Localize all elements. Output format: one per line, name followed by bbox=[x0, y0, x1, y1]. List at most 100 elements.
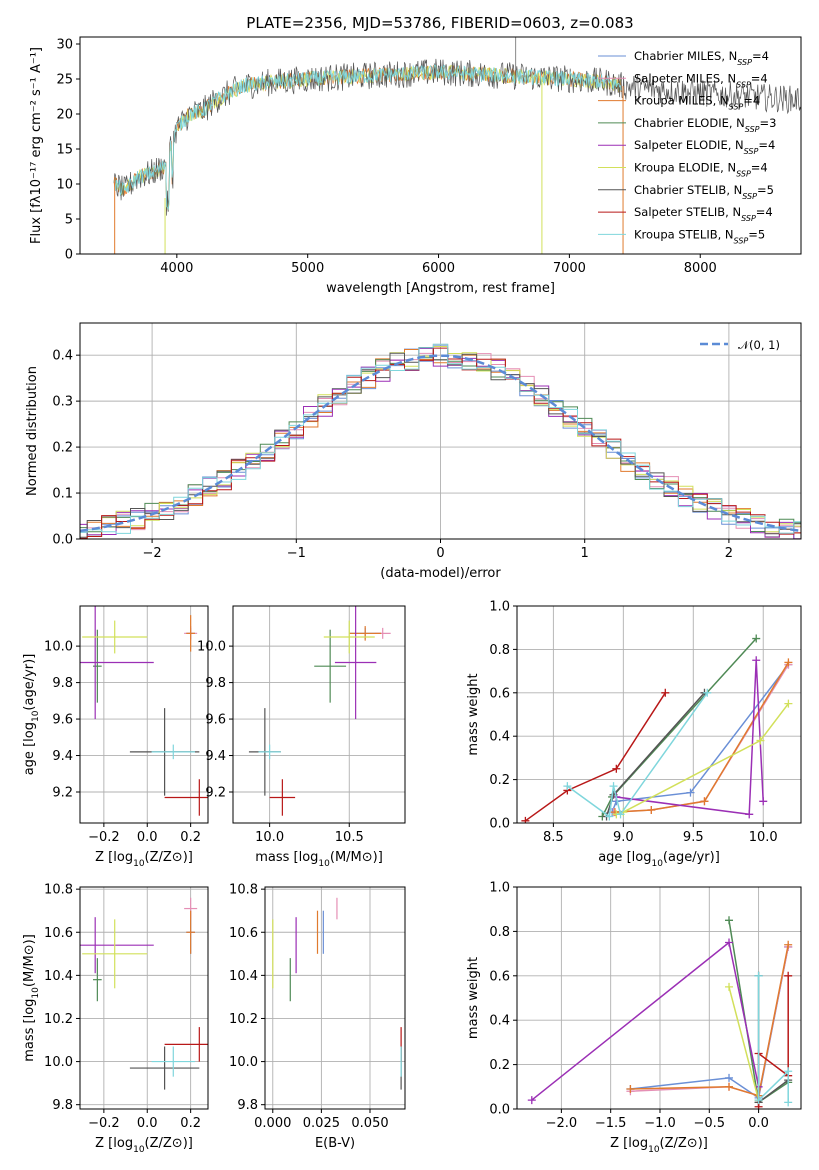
x-tick-label: 9.5 bbox=[683, 830, 704, 845]
y-tick-label: 9.4 bbox=[205, 749, 226, 764]
axes-weight-age: 8.5 9.0 9.5 10.0 0.0 0.2 0.4 0.6 0.8 1.0 age [log1… bbox=[466, 600, 802, 869]
weight-marker bbox=[752, 656, 761, 665]
weight-marker bbox=[686, 788, 695, 797]
weight-marker bbox=[759, 797, 768, 806]
legend-label: Kroupa MILES, NSSP=4 bbox=[634, 94, 760, 112]
weight-marker bbox=[725, 938, 734, 947]
legend-label: Chabrier STELIB, NSSP=5 bbox=[634, 183, 774, 201]
legend-label: Chabrier MILES, NSSP=4 bbox=[634, 49, 769, 67]
y-tick-label: 10.4 bbox=[229, 969, 258, 984]
weight-marker bbox=[784, 699, 793, 708]
y-tick-label: 10.4 bbox=[44, 969, 73, 984]
weight-line bbox=[616, 660, 764, 816]
y-tick-label: 0.1 bbox=[52, 487, 73, 502]
y-tick-label: 10.8 bbox=[44, 883, 73, 898]
y-tick-label: 0.2 bbox=[52, 441, 73, 456]
y-tick-label: 9.2 bbox=[52, 786, 73, 801]
y-tick-label: 10.8 bbox=[229, 883, 258, 898]
x-tick-label: −1.0 bbox=[644, 1116, 676, 1131]
weight-marker bbox=[725, 982, 734, 991]
weight-line bbox=[757, 975, 789, 1104]
y-axis-label: Flux [fλ10⁻¹⁷ erg cm⁻² s⁻¹ A⁻¹] bbox=[29, 47, 44, 244]
histogram-step bbox=[80, 347, 801, 539]
axes-frame bbox=[264, 886, 406, 1110]
x-axis-label: Z [log10(Z/Z⊙)] bbox=[610, 1136, 708, 1155]
axes-frame bbox=[79, 605, 209, 824]
axes-frame bbox=[79, 322, 802, 540]
x-tick-label: −1 bbox=[287, 546, 306, 561]
plot-area bbox=[80, 897, 208, 1090]
x-tick-label: 0.025 bbox=[303, 1116, 340, 1131]
x-tick-label: 4000 bbox=[160, 261, 193, 276]
weight-marker bbox=[784, 940, 793, 949]
x-tick-label: 0.050 bbox=[351, 1116, 388, 1131]
plot-area bbox=[272, 897, 402, 1090]
y-tick-label: 0.4 bbox=[52, 349, 73, 364]
y-tick-label: 10.0 bbox=[229, 1055, 258, 1070]
y-tick-label: 9.4 bbox=[52, 749, 73, 764]
y-tick-label: 9.8 bbox=[205, 676, 226, 691]
x-tick-label: 10.0 bbox=[255, 830, 284, 845]
weight-marker bbox=[647, 805, 656, 814]
legend-label: Salpeter STELIB, NSSP=4 bbox=[634, 205, 773, 223]
x-tick-label: −0.2 bbox=[88, 830, 120, 845]
y-tick-label: 0.3 bbox=[52, 395, 73, 410]
axes-mass-ebv: 0.000 0.025 0.050 9.8 10.0 10.2 10.4 10.6 10.8 E(… bbox=[229, 883, 406, 1151]
x-tick-label: −2.0 bbox=[546, 1116, 578, 1131]
weight-marker bbox=[605, 812, 614, 821]
y-axis-label: mass weight bbox=[466, 957, 481, 1039]
weight-marker bbox=[754, 1096, 763, 1105]
x-tick-label: 1 bbox=[581, 546, 589, 561]
y-tick-label: 0.8 bbox=[489, 925, 510, 940]
y-tick-label: 1.0 bbox=[489, 600, 510, 615]
y-axis-label: mass [log10(M/M⊙)] bbox=[22, 934, 41, 1062]
axes-frame bbox=[79, 36, 802, 255]
y-tick-label: 0.4 bbox=[489, 730, 510, 745]
y-tick-label: 30 bbox=[56, 38, 73, 53]
x-tick-label: 10.5 bbox=[335, 830, 364, 845]
x-axis-label: (data-model)/error bbox=[380, 566, 501, 581]
weight-marker bbox=[703, 688, 712, 697]
axes-frame bbox=[516, 605, 802, 824]
y-tick-label: 0.6 bbox=[489, 686, 510, 701]
weight-marker bbox=[745, 810, 754, 819]
weight-marker bbox=[612, 764, 621, 773]
legend-label: Salpeter MILES, NSSP=4 bbox=[634, 71, 768, 89]
x-tick-label: −2 bbox=[143, 546, 162, 561]
plot-area bbox=[527, 916, 793, 1109]
y-tick-label: 10.0 bbox=[197, 640, 226, 655]
x-tick-label: 0.000 bbox=[254, 1116, 291, 1131]
x-axis-label: mass [log10(M/M⊙)] bbox=[255, 850, 383, 869]
weight-line bbox=[524, 692, 666, 822]
legend-label: 𝒩(0, 1) bbox=[738, 338, 780, 352]
y-tick-label: 0.4 bbox=[489, 1014, 510, 1029]
axes-residuals: −2 −1 0 1 2 0.0 0.1 0.2 0.3 0.4 (data-model)/error… bbox=[25, 322, 802, 581]
legend-label: Salpeter ELODIE, NSSP=4 bbox=[634, 138, 775, 156]
weight-marker bbox=[626, 1085, 635, 1094]
weight-line bbox=[757, 975, 789, 1107]
y-tick-label: 9.6 bbox=[52, 713, 73, 728]
histogram-step bbox=[80, 346, 801, 539]
x-tick-label: 0.0 bbox=[137, 1116, 158, 1131]
x-tick-label: 5000 bbox=[291, 261, 324, 276]
x-tick-label: 0.0 bbox=[137, 830, 158, 845]
weight-marker bbox=[725, 1082, 734, 1091]
axes-weight-Z: −2.0 −1.5 −1.0 −0.5 0.0 0.0 0.2 0.4 0.6 0.8 1.0 Z [… bbox=[466, 881, 802, 1155]
y-tick-label: 0 bbox=[65, 248, 73, 263]
weight-marker bbox=[563, 782, 572, 791]
x-axis-label: wavelength [Angstrom, rest frame] bbox=[326, 281, 555, 296]
y-tick-label: 9.2 bbox=[205, 786, 226, 801]
axes-age-Z: −0.2 0.0 0.2 9.2 9.4 9.6 9.8 10.0 Z [log10(Z/Z⊙)… bbox=[22, 605, 209, 869]
legend-label: Kroupa STELIB, NSSP=5 bbox=[634, 227, 765, 245]
y-tick-label: 25 bbox=[56, 73, 73, 88]
x-tick-label: 2 bbox=[725, 546, 733, 561]
x-tick-label: 10.0 bbox=[749, 830, 778, 845]
weight-marker bbox=[521, 816, 530, 823]
weight-marker bbox=[784, 1067, 793, 1076]
y-tick-label: 9.8 bbox=[52, 1098, 73, 1113]
y-axis-label: mass weight bbox=[466, 673, 481, 755]
y-tick-label: 9.6 bbox=[205, 713, 226, 728]
y-tick-label: 9.8 bbox=[52, 676, 73, 691]
x-tick-label: 0.2 bbox=[180, 1116, 201, 1131]
axes-frame bbox=[516, 886, 802, 1110]
